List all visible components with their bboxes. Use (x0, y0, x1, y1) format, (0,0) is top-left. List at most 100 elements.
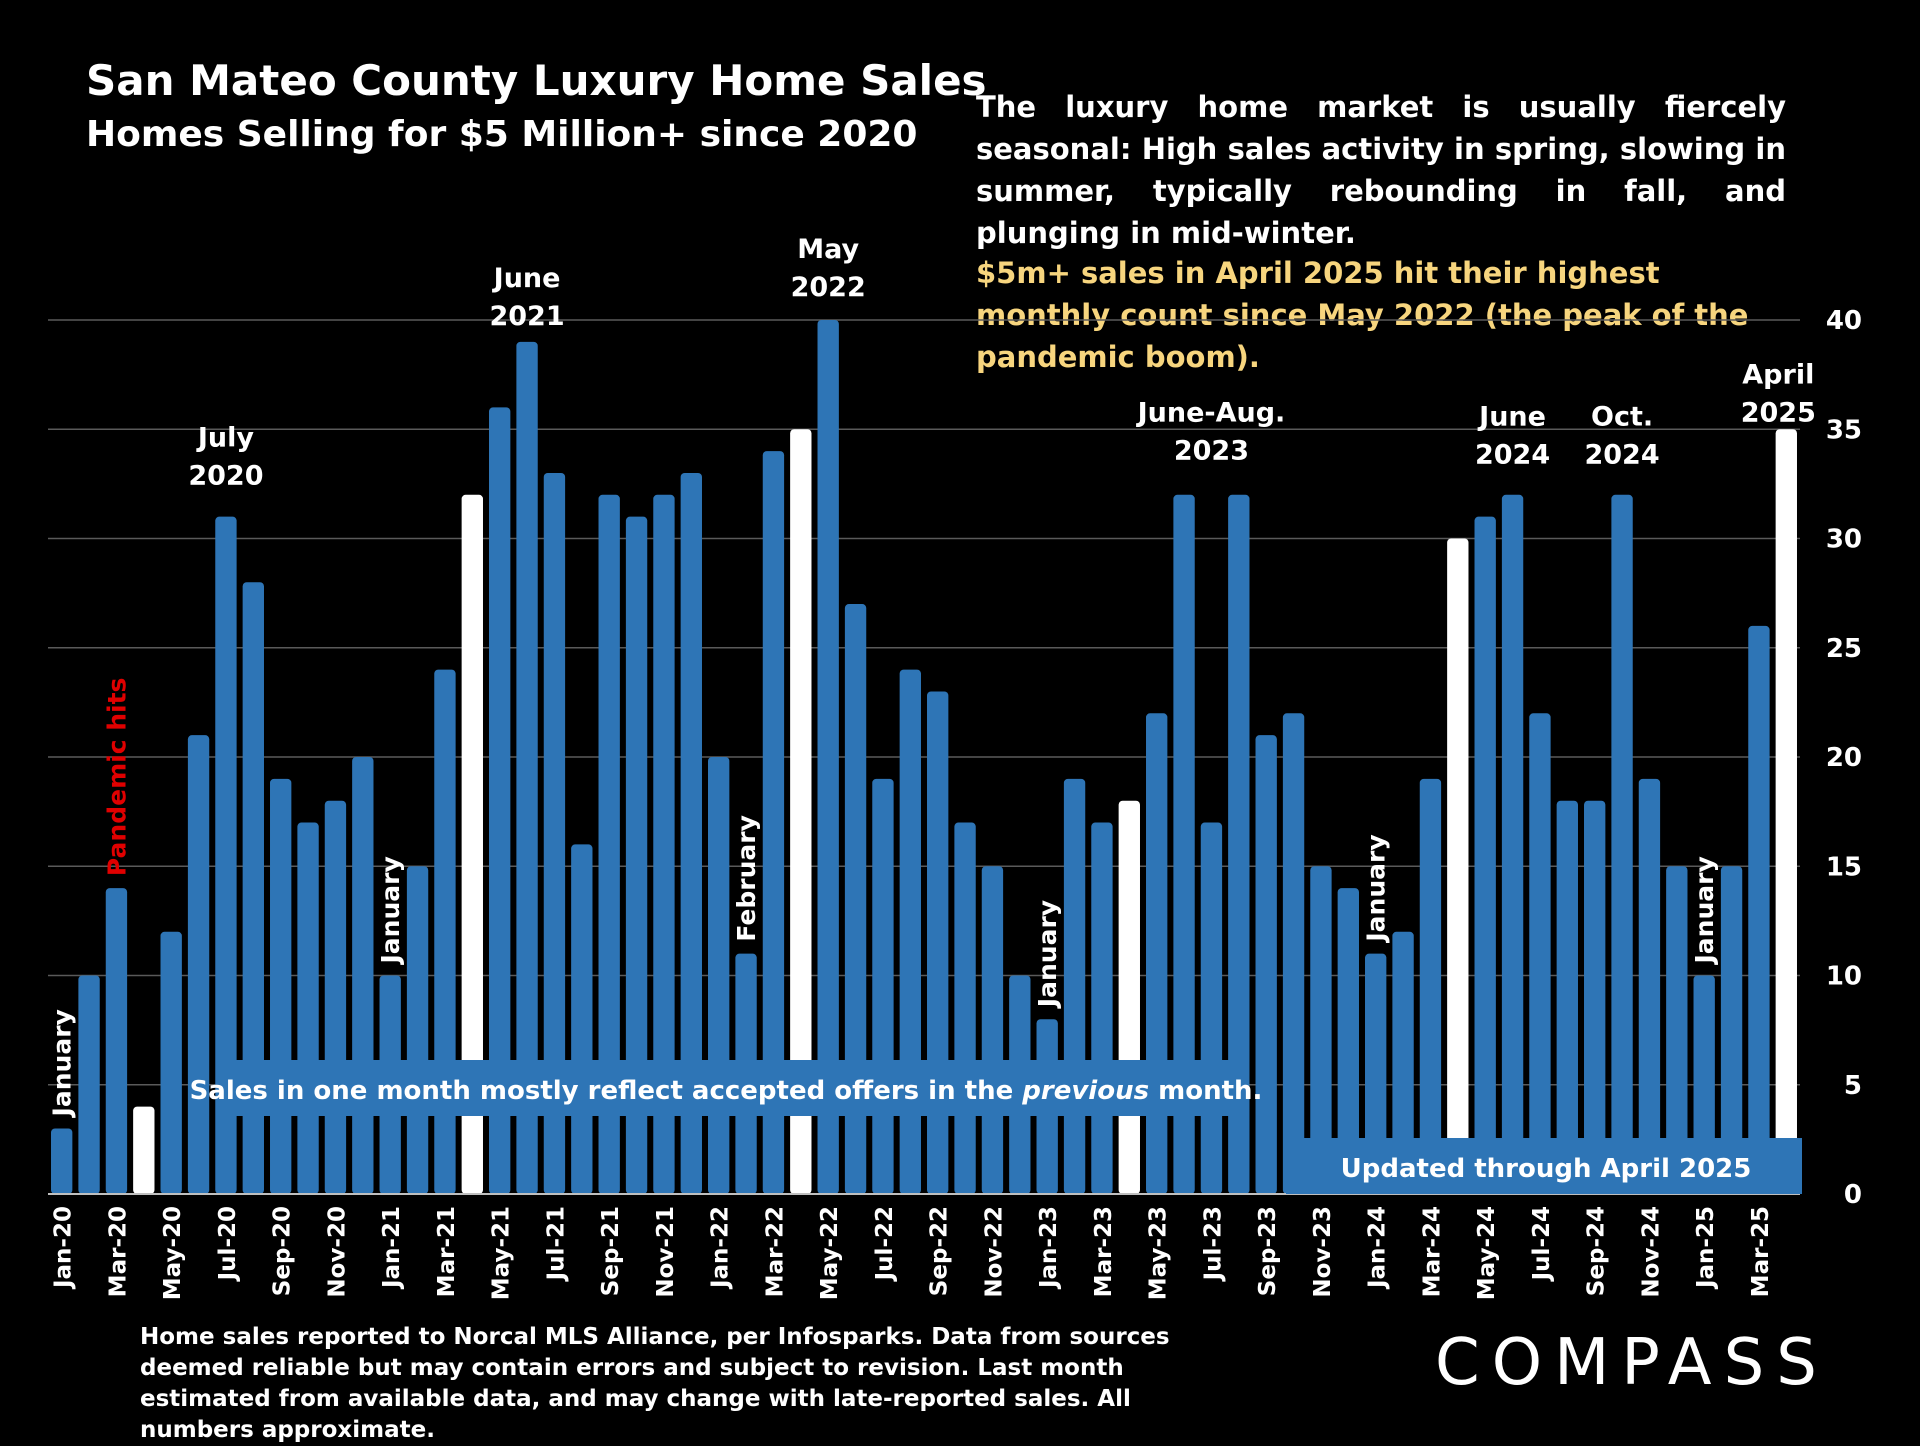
x-tick-label: Sep-23 (1255, 1206, 1281, 1296)
bar-Oct-23 (1282, 713, 1305, 1194)
bar-Jan-24 (1365, 953, 1387, 1194)
annotation-label: June 2024 (1475, 401, 1550, 470)
annotation-label: January (376, 856, 405, 965)
note-updated-through-box (1286, 1138, 1802, 1194)
bar-Jul-21 (543, 472, 566, 1194)
y-tick-label: 10 (1826, 962, 1862, 992)
bar-Jan-22 (708, 757, 730, 1194)
bar-Jun-24 (1501, 494, 1524, 1194)
x-tick-label: Mar-23 (1091, 1206, 1117, 1297)
bar-Sep-23 (1255, 735, 1277, 1194)
y-tick-label: 0 (1844, 1180, 1862, 1210)
y-tick-label: 35 (1826, 415, 1862, 445)
x-tick-label: Jan-21 (379, 1206, 405, 1290)
bar-Jul-23 (1200, 822, 1223, 1194)
chart-subtitle: Homes Selling for $5 Million+ since 2020 (86, 114, 918, 155)
x-tick-label: Mar-21 (434, 1206, 460, 1297)
annotation-label: Oct. 2024 (1584, 401, 1659, 470)
y-tick-label: 40 (1826, 306, 1862, 336)
annotation-label: June-Aug. 2023 (1136, 397, 1286, 466)
x-tick-label: Jul-20 (215, 1206, 241, 1282)
note-updated-through: Updated through April 2025 (1341, 1154, 1752, 1184)
y-tick-label: 15 (1826, 852, 1862, 882)
x-tick-label: Mar-24 (1419, 1206, 1445, 1297)
x-tick-label: Nov-24 (1638, 1206, 1664, 1298)
bar-Apr-25 (1775, 429, 1797, 1194)
bar-Feb-20 (78, 975, 100, 1194)
chart-title: San Mateo County Luxury Home Sales (86, 56, 987, 105)
bar-Aug-20 (242, 582, 264, 1194)
x-tick-label: May-20 (160, 1206, 186, 1300)
bar-Mar-22 (762, 451, 785, 1195)
bar-Aug-24 (1556, 800, 1578, 1194)
bar-Oct-22 (954, 822, 976, 1194)
y-tick-label: 30 (1826, 525, 1862, 555)
x-tick-label: Jul-23 (1200, 1206, 1226, 1282)
bar-Dec-24 (1666, 866, 1688, 1194)
commentary-highlight: $5m+ sales in April 2025 hit their highe… (976, 256, 1749, 374)
bar-Apr-20 (133, 1106, 155, 1194)
note-previous-month-box (222, 1060, 1232, 1116)
bar-Nov-22 (981, 866, 1004, 1194)
bar-Aug-23 (1228, 494, 1250, 1194)
bar-Oct-20 (297, 822, 319, 1194)
x-tick-label: Nov-23 (1310, 1206, 1336, 1298)
bar-Apr-22 (790, 429, 812, 1194)
bar-Jun-23 (1173, 494, 1195, 1194)
x-tick-label: Sep-21 (598, 1206, 624, 1296)
bar-Sep-21 (598, 494, 620, 1194)
bar-Mar-24 (1419, 778, 1442, 1194)
bar-Dec-23 (1337, 888, 1359, 1194)
bar-May-24 (1474, 516, 1496, 1194)
x-tick-label: Jan-24 (1365, 1206, 1391, 1290)
x-tick-label: Jul-24 (1529, 1206, 1555, 1282)
bar-Feb-21 (406, 866, 429, 1194)
y-tick-label: 20 (1826, 743, 1862, 773)
x-tick-label: Nov-20 (324, 1206, 350, 1298)
bar-Jan-20 (51, 1128, 73, 1194)
bar-Dec-21 (680, 472, 702, 1194)
bar-Jun-22 (844, 604, 867, 1194)
x-tick-label: Jan-25 (1693, 1206, 1719, 1290)
bar-Jun-20 (187, 735, 210, 1194)
bar-Jul-24 (1529, 713, 1551, 1194)
x-tick-label: May-22 (817, 1206, 843, 1300)
y-tick-label: 5 (1844, 1071, 1862, 1101)
bar-May-21 (489, 407, 511, 1194)
x-tick-label: Nov-21 (653, 1206, 679, 1298)
bar-Sep-22 (927, 691, 949, 1194)
x-tick-label: Jan-23 (1036, 1206, 1062, 1290)
bar-Feb-25 (1720, 866, 1743, 1194)
bar-Oct-24 (1611, 494, 1633, 1194)
bar-Oct-21 (625, 516, 648, 1194)
bar-Feb-23 (1063, 778, 1086, 1194)
x-tick-label: Sep-22 (927, 1206, 953, 1296)
x-tick-label: Jul-22 (872, 1206, 898, 1282)
compass-logo: COMPASS (1435, 1326, 1829, 1400)
x-tick-label: Mar-25 (1748, 1206, 1774, 1297)
annotation-label: June 2021 (489, 263, 564, 332)
x-tick-label: Jul-21 (543, 1206, 569, 1282)
x-tick-label: Mar-20 (105, 1206, 131, 1297)
annotation-label: May 2022 (791, 234, 866, 303)
bar-May-22 (817, 320, 839, 1194)
commentary-paragraph: The luxury home market is usually fierce… (976, 90, 1786, 250)
bar-Nov-20 (324, 800, 347, 1194)
x-tick-label: Mar-22 (762, 1206, 788, 1297)
annotation-label: February (732, 815, 761, 942)
bar-Dec-20 (352, 757, 374, 1194)
bar-Jul-22 (872, 778, 894, 1194)
annotation-label: January (1033, 900, 1062, 1009)
bar-Jul-20 (215, 516, 237, 1194)
annotation-label: Pandemic hits (102, 678, 131, 877)
bar-Mar-23 (1091, 822, 1113, 1194)
x-tick-label: May-23 (1146, 1206, 1172, 1300)
annotation-label: July 2020 (188, 423, 263, 492)
source-footnote: Home sales reported to Norcal MLS Allian… (140, 1324, 1170, 1443)
x-tick-label: Jan-20 (51, 1206, 77, 1290)
bar-May-20 (160, 931, 182, 1194)
x-tick-label: Nov-22 (981, 1206, 1007, 1298)
bar-Nov-21 (653, 494, 675, 1194)
annotation-label: January (1362, 834, 1391, 943)
